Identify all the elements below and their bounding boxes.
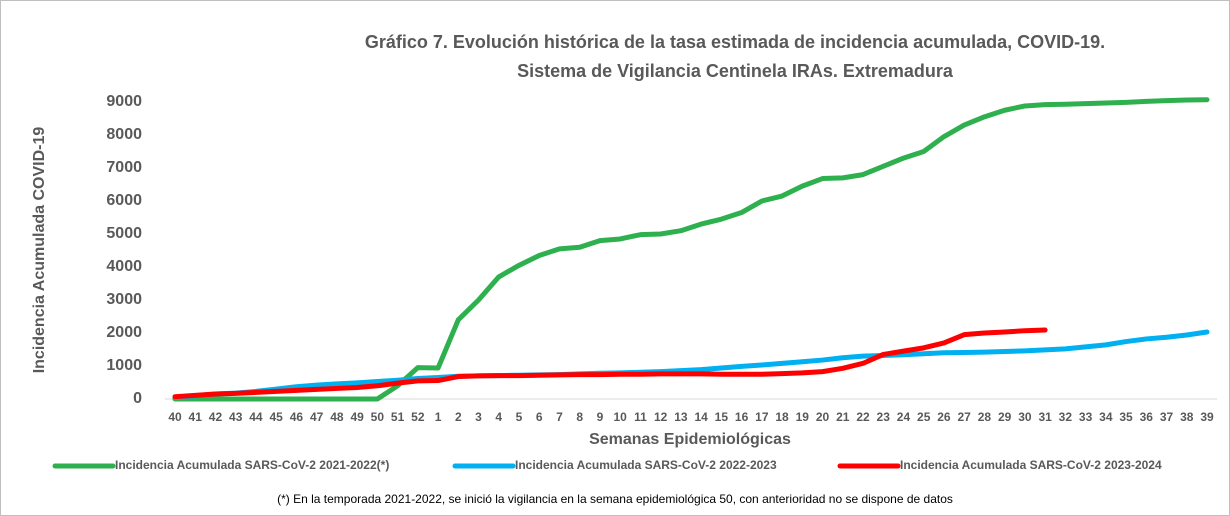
- x-tick-label: 21: [836, 410, 850, 424]
- x-tick-label: 49: [350, 410, 364, 424]
- x-tick-label: 3: [475, 410, 482, 424]
- x-tick-label: 1: [435, 410, 442, 424]
- chart-title: Gráfico 7. Evolución histórica de la tas…: [365, 32, 1105, 52]
- x-tick-label: 10: [613, 410, 627, 424]
- x-tick-label: 15: [715, 410, 729, 424]
- x-tick-label: 22: [856, 410, 870, 424]
- x-tick-label: 23: [877, 410, 891, 424]
- x-tick-label: 5: [516, 410, 523, 424]
- x-tick-label: 52: [411, 410, 425, 424]
- x-tick-label: 36: [1140, 410, 1154, 424]
- x-tick-label: 46: [290, 410, 304, 424]
- series-line: [172, 327, 1048, 400]
- series-line: [172, 97, 1210, 402]
- legend-label: Incidencia Acumulada SARS-CoV-2 2021-202…: [115, 458, 389, 472]
- x-tick-label: 2: [455, 410, 462, 424]
- x-tick-label: 16: [735, 410, 749, 424]
- x-tick-label: 8: [576, 410, 583, 424]
- x-tick-label: 27: [957, 410, 971, 424]
- y-tick-label: 6000: [106, 192, 142, 209]
- x-tick-label: 17: [755, 410, 769, 424]
- y-tick-label: 7000: [106, 159, 142, 176]
- x-tick-label: 30: [1018, 410, 1032, 424]
- x-tick-label: 35: [1119, 410, 1133, 424]
- footnote: (*) En la temporada 2021-2022, se inició…: [277, 492, 953, 506]
- series-line: [172, 329, 1210, 400]
- x-tick-label: 18: [775, 410, 789, 424]
- x-tick-label: 37: [1160, 410, 1174, 424]
- chart-subtitle: Sistema de Vigilancia Centinela IRAs. Ex…: [517, 61, 954, 81]
- x-tick-label: 45: [269, 410, 283, 424]
- x-axis-title: Semanas Epidemiológicas: [589, 431, 791, 448]
- x-tick-label: 47: [310, 410, 324, 424]
- x-tick-label: 7: [556, 410, 563, 424]
- x-tick-label: 9: [597, 410, 604, 424]
- x-tick-label: 4: [495, 410, 502, 424]
- x-tick-label: 33: [1079, 410, 1093, 424]
- y-tick-label: 0: [133, 390, 142, 407]
- x-tick-label: 25: [917, 410, 931, 424]
- legend-label: Incidencia Acumulada SARS-CoV-2 2023-202…: [900, 458, 1162, 472]
- x-tick-label: 26: [937, 410, 951, 424]
- y-tick-label: 8000: [106, 126, 142, 143]
- x-tick-label: 39: [1200, 410, 1214, 424]
- y-tick-label: 5000: [106, 225, 142, 242]
- x-tick-label: 32: [1059, 410, 1073, 424]
- x-tick-label: 38: [1180, 410, 1194, 424]
- x-tick-label: 44: [249, 410, 263, 424]
- x-tick-label: 19: [796, 410, 810, 424]
- x-tick-label: 13: [674, 410, 688, 424]
- x-tick-label: 34: [1099, 410, 1113, 424]
- x-tick-label: 28: [978, 410, 992, 424]
- x-tick-label: 20: [816, 410, 830, 424]
- y-axis-title: Incidencia Acumulada COVID-19: [31, 127, 48, 374]
- y-tick-label: 4000: [106, 258, 142, 275]
- x-tick-label: 40: [168, 410, 182, 424]
- x-tick-label: 43: [229, 410, 243, 424]
- y-tick-label: 2000: [106, 324, 142, 341]
- x-tick-label: 29: [998, 410, 1012, 424]
- x-tick-label: 50: [371, 410, 385, 424]
- x-tick-label: 14: [694, 410, 708, 424]
- x-tick-label: 24: [897, 410, 911, 424]
- x-tick-label: 31: [1038, 410, 1052, 424]
- x-tick-label: 6: [536, 410, 543, 424]
- x-tick-label: 12: [654, 410, 668, 424]
- y-tick-label: 9000: [106, 93, 142, 110]
- x-tick-label: 42: [209, 410, 223, 424]
- y-tick-label: 3000: [106, 291, 142, 308]
- legend-label: Incidencia Acumulada SARS-CoV-2 2022-202…: [515, 458, 777, 472]
- x-tick-label: 11: [634, 410, 647, 424]
- y-tick-label: 1000: [106, 357, 142, 374]
- x-tick-label: 51: [391, 410, 405, 424]
- x-tick-label: 48: [330, 410, 344, 424]
- x-tick-label: 41: [189, 410, 203, 424]
